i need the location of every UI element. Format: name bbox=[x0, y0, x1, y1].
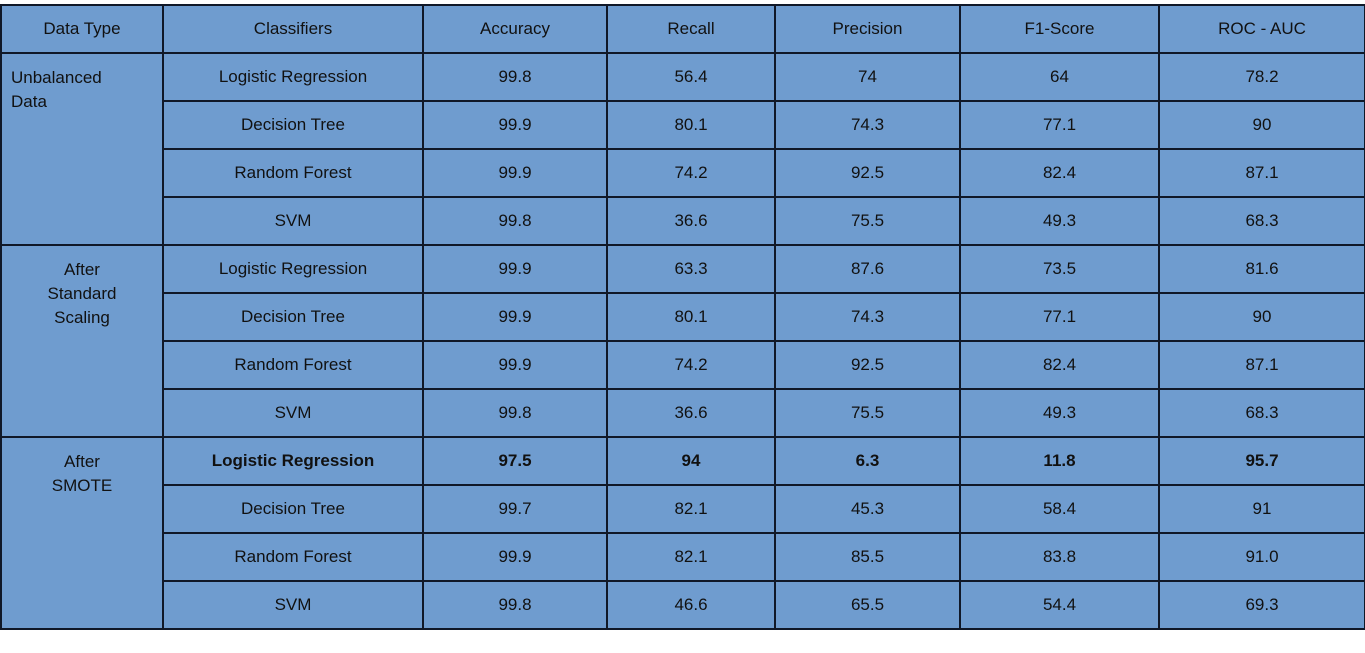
accuracy-cell: 99.9 bbox=[422, 340, 608, 390]
f1-cell: 77.1 bbox=[959, 292, 1160, 342]
precision-cell: 92.5 bbox=[774, 148, 961, 198]
roc-auc-cell: 91.0 bbox=[1158, 532, 1365, 582]
precision-cell: 75.5 bbox=[774, 388, 961, 438]
table-row: Random Forest 99.9 82.1 85.5 83.8 91.0 bbox=[1, 532, 1365, 582]
recall-cell: 94 bbox=[606, 436, 776, 486]
roc-auc-cell: 78.2 bbox=[1158, 52, 1365, 102]
table-row-highlighted: After SMOTE Logistic Regression 97.5 94 … bbox=[0, 436, 1365, 630]
precision-cell: 75.5 bbox=[774, 196, 961, 246]
header-accuracy: Accuracy bbox=[422, 4, 608, 54]
results-table: Data Type Classifiers Accuracy Recall Pr… bbox=[0, 4, 1365, 630]
f1-cell: 83.8 bbox=[959, 532, 1160, 582]
recall-cell: 36.6 bbox=[606, 196, 776, 246]
recall-cell: 82.1 bbox=[606, 532, 776, 582]
classifier-cell: Logistic Regression bbox=[162, 244, 424, 294]
table-row: SVM 99.8 36.6 75.5 49.3 68.3 bbox=[1, 196, 1365, 246]
f1-cell: 73.5 bbox=[959, 244, 1160, 294]
precision-cell: 92.5 bbox=[774, 340, 961, 390]
classifier-cell: Random Forest bbox=[162, 148, 424, 198]
f1-cell: 49.3 bbox=[959, 196, 1160, 246]
recall-cell: 80.1 bbox=[606, 292, 776, 342]
f1-cell: 58.4 bbox=[959, 484, 1160, 534]
recall-cell: 63.3 bbox=[606, 244, 776, 294]
precision-cell: 74.3 bbox=[774, 292, 961, 342]
accuracy-cell: 99.7 bbox=[422, 484, 608, 534]
recall-cell: 82.1 bbox=[606, 484, 776, 534]
table-row: SVM 99.8 46.6 65.5 54.4 69.3 bbox=[1, 580, 1365, 630]
header-precision: Precision bbox=[774, 4, 961, 54]
recall-cell: 56.4 bbox=[606, 52, 776, 102]
accuracy-cell: 99.9 bbox=[422, 292, 608, 342]
roc-auc-cell: 68.3 bbox=[1158, 196, 1365, 246]
group-label-smote: After SMOTE bbox=[0, 436, 164, 630]
precision-cell: 6.3 bbox=[774, 436, 961, 486]
accuracy-cell: 99.8 bbox=[422, 196, 608, 246]
classifier-cell: Random Forest bbox=[162, 340, 424, 390]
group-label-standard-scaling: After Standard Scaling bbox=[0, 244, 164, 438]
recall-cell: 80.1 bbox=[606, 100, 776, 150]
accuracy-cell: 99.9 bbox=[422, 532, 608, 582]
roc-auc-cell: 90 bbox=[1158, 100, 1365, 150]
roc-auc-cell: 95.7 bbox=[1158, 436, 1365, 486]
table-row: Random Forest 99.9 74.2 92.5 82.4 87.1 bbox=[1, 340, 1365, 390]
roc-auc-cell: 90 bbox=[1158, 292, 1365, 342]
header-classifiers: Classifiers bbox=[162, 4, 424, 54]
roc-auc-cell: 87.1 bbox=[1158, 340, 1365, 390]
classifier-cell: Decision Tree bbox=[162, 484, 424, 534]
accuracy-cell: 99.9 bbox=[422, 148, 608, 198]
header-row: Data Type Classifiers Accuracy Recall Pr… bbox=[0, 4, 1365, 54]
classifier-cell: SVM bbox=[162, 196, 424, 246]
accuracy-cell: 97.5 bbox=[422, 436, 608, 486]
f1-cell: 64 bbox=[959, 52, 1160, 102]
table-row: Decision Tree 99.9 80.1 74.3 77.1 90 bbox=[1, 100, 1365, 150]
accuracy-cell: 99.8 bbox=[422, 388, 608, 438]
roc-auc-cell: 68.3 bbox=[1158, 388, 1365, 438]
roc-auc-cell: 81.6 bbox=[1158, 244, 1365, 294]
classifier-cell: Logistic Regression bbox=[162, 52, 424, 102]
accuracy-cell: 99.9 bbox=[422, 244, 608, 294]
precision-cell: 45.3 bbox=[774, 484, 961, 534]
header-recall: Recall bbox=[606, 4, 776, 54]
precision-cell: 87.6 bbox=[774, 244, 961, 294]
f1-cell: 54.4 bbox=[959, 580, 1160, 630]
table-row: After Standard Scaling Logistic Regressi… bbox=[0, 244, 1365, 438]
classifier-cell: SVM bbox=[162, 388, 424, 438]
recall-cell: 74.2 bbox=[606, 340, 776, 390]
table-row: Unbalanced Data Logistic Regression 99.8… bbox=[0, 52, 1365, 246]
classifier-cell: Random Forest bbox=[162, 532, 424, 582]
table-row: Decision Tree 99.9 80.1 74.3 77.1 90 bbox=[1, 292, 1365, 342]
precision-cell: 74.3 bbox=[774, 100, 961, 150]
precision-cell: 74 bbox=[774, 52, 961, 102]
recall-cell: 46.6 bbox=[606, 580, 776, 630]
group-label-unbalanced: Unbalanced Data bbox=[0, 52, 164, 246]
f1-cell: 77.1 bbox=[959, 100, 1160, 150]
precision-cell: 85.5 bbox=[774, 532, 961, 582]
accuracy-cell: 99.9 bbox=[422, 100, 608, 150]
f1-cell: 82.4 bbox=[959, 148, 1160, 198]
accuracy-cell: 99.8 bbox=[422, 580, 608, 630]
roc-auc-cell: 87.1 bbox=[1158, 148, 1365, 198]
table-row: Random Forest 99.9 74.2 92.5 82.4 87.1 bbox=[1, 148, 1365, 198]
roc-auc-cell: 91 bbox=[1158, 484, 1365, 534]
recall-cell: 74.2 bbox=[606, 148, 776, 198]
f1-cell: 82.4 bbox=[959, 340, 1160, 390]
header-data-type: Data Type bbox=[0, 4, 164, 54]
roc-auc-cell: 69.3 bbox=[1158, 580, 1365, 630]
table-row: Decision Tree 99.7 82.1 45.3 58.4 91 bbox=[1, 484, 1365, 534]
classifier-cell: Decision Tree bbox=[162, 100, 424, 150]
recall-cell: 36.6 bbox=[606, 388, 776, 438]
classifier-cell: SVM bbox=[162, 580, 424, 630]
table-row: SVM 99.8 36.6 75.5 49.3 68.3 bbox=[1, 388, 1365, 438]
f1-cell: 49.3 bbox=[959, 388, 1160, 438]
classifier-cell: Logistic Regression bbox=[162, 436, 424, 486]
precision-cell: 65.5 bbox=[774, 580, 961, 630]
f1-cell: 11.8 bbox=[959, 436, 1160, 486]
header-f1-score: F1-Score bbox=[959, 4, 1160, 54]
header-roc-auc: ROC - AUC bbox=[1158, 4, 1365, 54]
classifier-cell: Decision Tree bbox=[162, 292, 424, 342]
accuracy-cell: 99.8 bbox=[422, 52, 608, 102]
